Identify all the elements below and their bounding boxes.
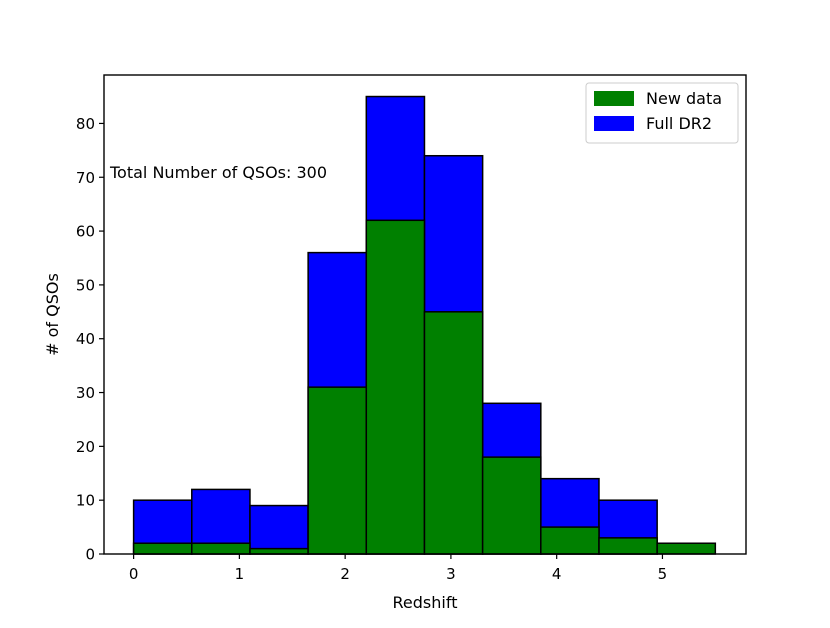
x-tick-label: 2 xyxy=(340,565,350,583)
y-tick-label: 50 xyxy=(76,276,95,294)
x-tick-label: 1 xyxy=(235,565,245,583)
bar-new-data-8 xyxy=(598,537,658,555)
x-tick-label: 3 xyxy=(446,565,456,583)
bar-full-dr2-2 xyxy=(249,504,309,555)
y-axis-label: # of QSOs xyxy=(43,273,62,356)
y-tick-label: 60 xyxy=(76,223,95,241)
x-axis-label: Redshift xyxy=(393,593,458,612)
y-tick-label: 0 xyxy=(85,546,95,564)
x-tick-label: 0 xyxy=(129,565,139,583)
annotation-text: Total Number of QSOs: 300 xyxy=(109,163,327,182)
legend-label-full-dr2: Full DR2 xyxy=(646,114,712,133)
bar-new-data-5 xyxy=(423,311,484,555)
bar-new-data-9 xyxy=(656,542,717,555)
y-tick-label: 10 xyxy=(76,492,95,510)
legend-swatch-new-data xyxy=(594,91,634,106)
y-tick-label: 40 xyxy=(76,330,95,348)
y-tick-label: 20 xyxy=(76,438,95,456)
y-tick-label: 80 xyxy=(76,115,95,133)
x-tick-label: 5 xyxy=(658,565,668,583)
legend: New data Full DR2 xyxy=(585,82,739,144)
bar-new-data-0 xyxy=(132,542,193,555)
x-tick-label: 4 xyxy=(552,565,562,583)
legend-swatch-full-dr2 xyxy=(594,116,634,131)
axes-frame xyxy=(103,74,747,555)
legend-label-new-data: New data xyxy=(646,89,722,108)
bars-layer xyxy=(132,95,717,555)
bar-new-data-2 xyxy=(249,547,309,555)
y-tick-label: 70 xyxy=(76,169,95,187)
bar-new-data-7 xyxy=(540,526,600,555)
y-tick-label: 30 xyxy=(76,384,95,402)
bar-new-data-4 xyxy=(365,219,426,555)
bar-new-data-1 xyxy=(191,542,251,555)
bar-new-data-6 xyxy=(481,456,542,555)
bar-new-data-3 xyxy=(307,386,368,555)
